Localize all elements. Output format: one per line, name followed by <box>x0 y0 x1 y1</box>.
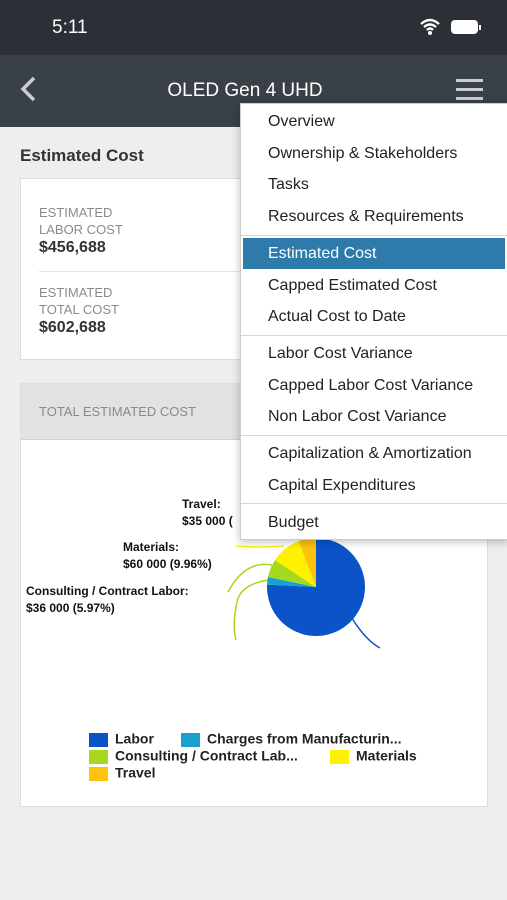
data-label-name: Consulting / Contract Labor: <box>26 584 189 598</box>
back-button[interactable] <box>18 75 40 105</box>
menu-item[interactable]: Capped Labor Cost Variance <box>268 377 474 394</box>
menu-item[interactable]: Labor Cost Variance <box>268 345 413 362</box>
data-label: $36 000 (5.97%) <box>26 601 115 615</box>
legend-label: Travel <box>115 765 155 781</box>
menu-separator <box>241 235 507 236</box>
pie-slice <box>267 577 316 587</box>
legend-swatch <box>330 750 349 764</box>
legend-label: Labor <box>115 731 154 747</box>
legend-swatch <box>89 767 108 781</box>
menu-item[interactable]: Resources & Requirements <box>268 208 464 225</box>
menu-item[interactable]: Capped Estimated Cost <box>268 277 437 294</box>
summary-label: ESTIMATED TOTAL COST <box>39 284 119 318</box>
menu-separator <box>241 335 507 336</box>
leader-line <box>233 579 269 641</box>
menu-item[interactable]: Overview <box>268 113 335 130</box>
label-line: LABOR COST <box>39 222 123 237</box>
legend-label: Materials <box>356 748 417 764</box>
label-line: ESTIMATED <box>39 285 113 300</box>
menu-separator <box>241 435 507 436</box>
data-label: $35 000 ( <box>182 514 233 528</box>
label-line: TOTAL COST <box>39 302 119 317</box>
section-title: Estimated Cost <box>20 146 144 165</box>
summary-label: ESTIMATED LABOR COST <box>39 204 123 238</box>
pie-slice <box>275 541 316 587</box>
data-label-name: Materials: <box>123 540 179 554</box>
summary-value: $456,688 <box>39 239 106 256</box>
menu-item[interactable]: Ownership & Stakeholders <box>268 145 458 162</box>
menu-button[interactable] <box>456 77 484 103</box>
menu-item[interactable]: Capital Expenditures <box>268 477 416 494</box>
menu-item[interactable]: Budget <box>268 514 319 531</box>
leader-line <box>235 545 285 548</box>
menu-item[interactable]: Actual Cost to Date <box>268 308 406 325</box>
leader-line <box>227 563 273 593</box>
divider <box>39 271 239 272</box>
menu-item[interactable]: Tasks <box>268 176 309 193</box>
dropdown-menu: Overview Ownership & Stakeholders Tasks Res… <box>240 103 507 540</box>
menu-separator <box>241 503 507 504</box>
status-time: 5:11 <box>52 17 88 38</box>
pie-slice <box>298 538 316 587</box>
label-line: ESTIMATED <box>39 205 113 220</box>
summary-value: $602,688 <box>39 319 106 336</box>
nav-title: OLED Gen 4 UHD <box>167 80 323 101</box>
legend-label: Charges from Manufacturin... <box>207 731 401 747</box>
legend-swatch <box>181 733 200 747</box>
leader-line <box>349 614 381 649</box>
status-bar: 5:11 <box>0 0 507 55</box>
status-icons <box>420 18 481 35</box>
menu-item[interactable]: Capitalization & Amortization <box>268 445 472 462</box>
data-label: $60 000 (9.96%) <box>123 557 212 571</box>
data-label-name: Travel: <box>182 497 221 511</box>
pie-slice <box>268 560 316 587</box>
menu-item[interactable]: Non Labor Cost Variance <box>268 408 447 425</box>
menu-item[interactable]: Estimated Cost <box>243 238 505 269</box>
legend-swatch <box>89 733 108 747</box>
legend-label: Consulting / Contract Lab... <box>115 748 298 764</box>
chart-card-title: TOTAL ESTIMATED COST <box>39 404 196 419</box>
legend-swatch <box>89 750 108 764</box>
